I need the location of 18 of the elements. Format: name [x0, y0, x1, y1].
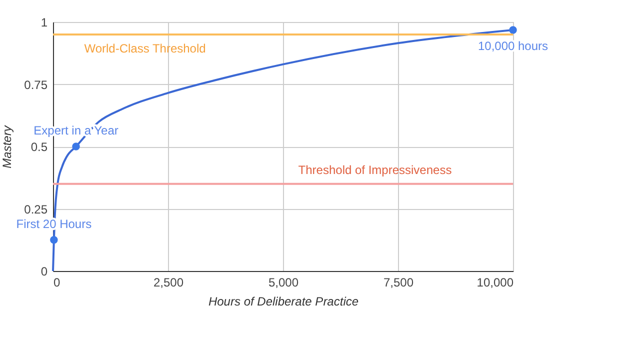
- ref-line-label: World-Class Threshold: [84, 41, 206, 56]
- point: [50, 236, 58, 244]
- y-tick-label: 0.25: [24, 202, 48, 216]
- y-tick-label: 1: [40, 16, 48, 30]
- x-tick-label: 5,000: [268, 276, 299, 290]
- y-tick-label: 0: [40, 264, 48, 278]
- x-tick-label: 2,500: [153, 276, 184, 290]
- x-tick-label: 10,000: [476, 276, 514, 290]
- x-tick-label: 7,500: [383, 276, 414, 290]
- y-axis-title: Mastery: [0, 124, 14, 168]
- y-tick-label: 0.5: [30, 140, 48, 154]
- x-tick-label: 0: [54, 276, 60, 290]
- point: [509, 26, 517, 34]
- annotation: 10,000 hours: [478, 38, 548, 53]
- point: [72, 142, 80, 150]
- y-tick-label: 0.75: [24, 78, 48, 92]
- ref-line-label: Threshold of Impressiveness: [298, 162, 452, 177]
- x-axis-title: Hours of Deliberate Practice: [208, 294, 359, 308]
